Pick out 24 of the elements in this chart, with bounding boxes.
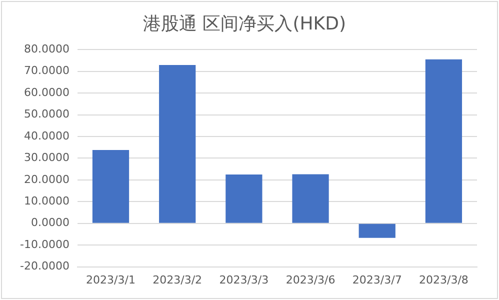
y-tick-label: -20.0000 bbox=[20, 260, 70, 273]
bar bbox=[292, 174, 329, 223]
y-tick-label: 50.0000 bbox=[24, 108, 70, 121]
y-tick-label: 70.0000 bbox=[24, 64, 70, 78]
x-tick-label: 2023/3/6 bbox=[286, 273, 336, 286]
y-tick-label: 30.0000 bbox=[24, 151, 70, 164]
bar bbox=[226, 174, 262, 223]
x-tick-label: 2023/3/1 bbox=[86, 273, 136, 286]
x-tick-label: 2023/3/2 bbox=[152, 273, 202, 286]
y-tick-label: 10.0000 bbox=[24, 194, 70, 208]
y-tick-label: 60.0000 bbox=[24, 86, 70, 99]
y-tick-label: 80.0000 bbox=[24, 42, 70, 56]
y-tick-label: 0.0000 bbox=[30, 216, 70, 230]
bar bbox=[92, 150, 130, 223]
y-tick-label: 20.0000 bbox=[24, 172, 70, 186]
x-tick-label: 2023/3/8 bbox=[419, 273, 468, 286]
bar bbox=[159, 65, 196, 223]
x-tick-label: 2023/3/3 bbox=[219, 273, 269, 286]
x-tick-label: 2023/3/7 bbox=[352, 273, 402, 286]
bar bbox=[425, 59, 462, 223]
y-tick-label: 40.0000 bbox=[24, 129, 70, 142]
chart-title: 港股通 区间净买入(HKD) bbox=[143, 13, 346, 34]
y-tick-label: -10.0000 bbox=[20, 238, 70, 251]
bar bbox=[358, 224, 396, 238]
